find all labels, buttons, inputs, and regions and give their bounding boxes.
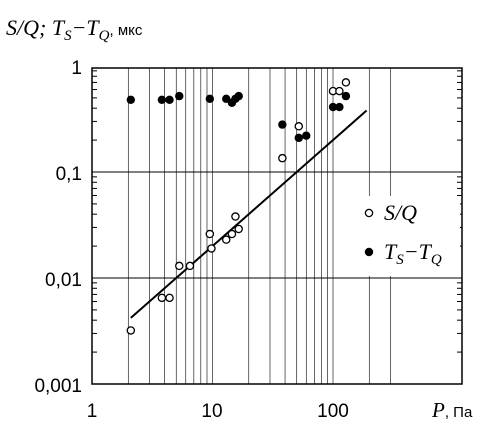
data-point-sq — [207, 244, 216, 253]
x-tick-label: 100 — [317, 401, 349, 422]
x-axis-label: P, Па — [431, 398, 473, 422]
data-point-sq — [234, 224, 243, 234]
data-point-sq — [126, 326, 136, 335]
legend-background — [356, 196, 460, 276]
data-point-sq — [157, 293, 167, 303]
legend: S/Q TS−TQ — [356, 196, 460, 276]
trend-line-group — [130, 109, 368, 319]
data-point-ts-tq — [165, 95, 174, 104]
legend-marker-filled — [364, 247, 374, 257]
data-point-sq — [278, 153, 287, 163]
data-point-sq — [341, 78, 351, 87]
legend-marker-open — [364, 208, 374, 218]
data-point-sq — [335, 86, 344, 96]
data-point-sq — [221, 235, 231, 244]
plot-area-frame — [91, 67, 463, 385]
x-tick-label: 1 — [87, 401, 98, 422]
data-point-sq — [227, 229, 237, 239]
legend-label-sq: S/Q — [384, 200, 417, 225]
y-tick-label: 0,1 — [56, 164, 82, 185]
data-point-ts-tq — [205, 94, 215, 104]
data-point-sq — [294, 122, 304, 131]
data-point-sq — [231, 212, 240, 221]
y-tick-label: 0,01 — [45, 270, 82, 291]
data-point-ts-tq — [175, 91, 184, 101]
data-points — [126, 78, 351, 335]
trend-line — [130, 109, 368, 319]
data-point-sq — [165, 293, 174, 303]
data-point-sq — [185, 261, 195, 271]
data-point-ts-tq — [234, 91, 243, 101]
data-point-ts-tq — [302, 131, 311, 140]
x-tick-label: 10 — [201, 401, 222, 422]
y-tick-label: 0,001 — [34, 376, 82, 397]
y-tick-label: 1 — [71, 58, 82, 79]
data-point-sq — [175, 261, 184, 271]
data-point-ts-tq — [126, 95, 136, 104]
data-point-ts-tq — [294, 133, 303, 143]
data-point-ts-tq — [157, 95, 167, 104]
data-point-ts-tq — [341, 91, 351, 101]
data-point-ts-tq — [335, 102, 344, 112]
grid-lines — [92, 68, 462, 384]
legend-label-ts-tq: TS−TQ — [384, 239, 442, 268]
data-point-sq — [205, 229, 215, 239]
data-point-ts-tq — [278, 120, 287, 129]
data-point-ts-tq — [328, 102, 338, 112]
y-axis-label: S/Q; TS−TQ, мкс — [6, 15, 143, 44]
